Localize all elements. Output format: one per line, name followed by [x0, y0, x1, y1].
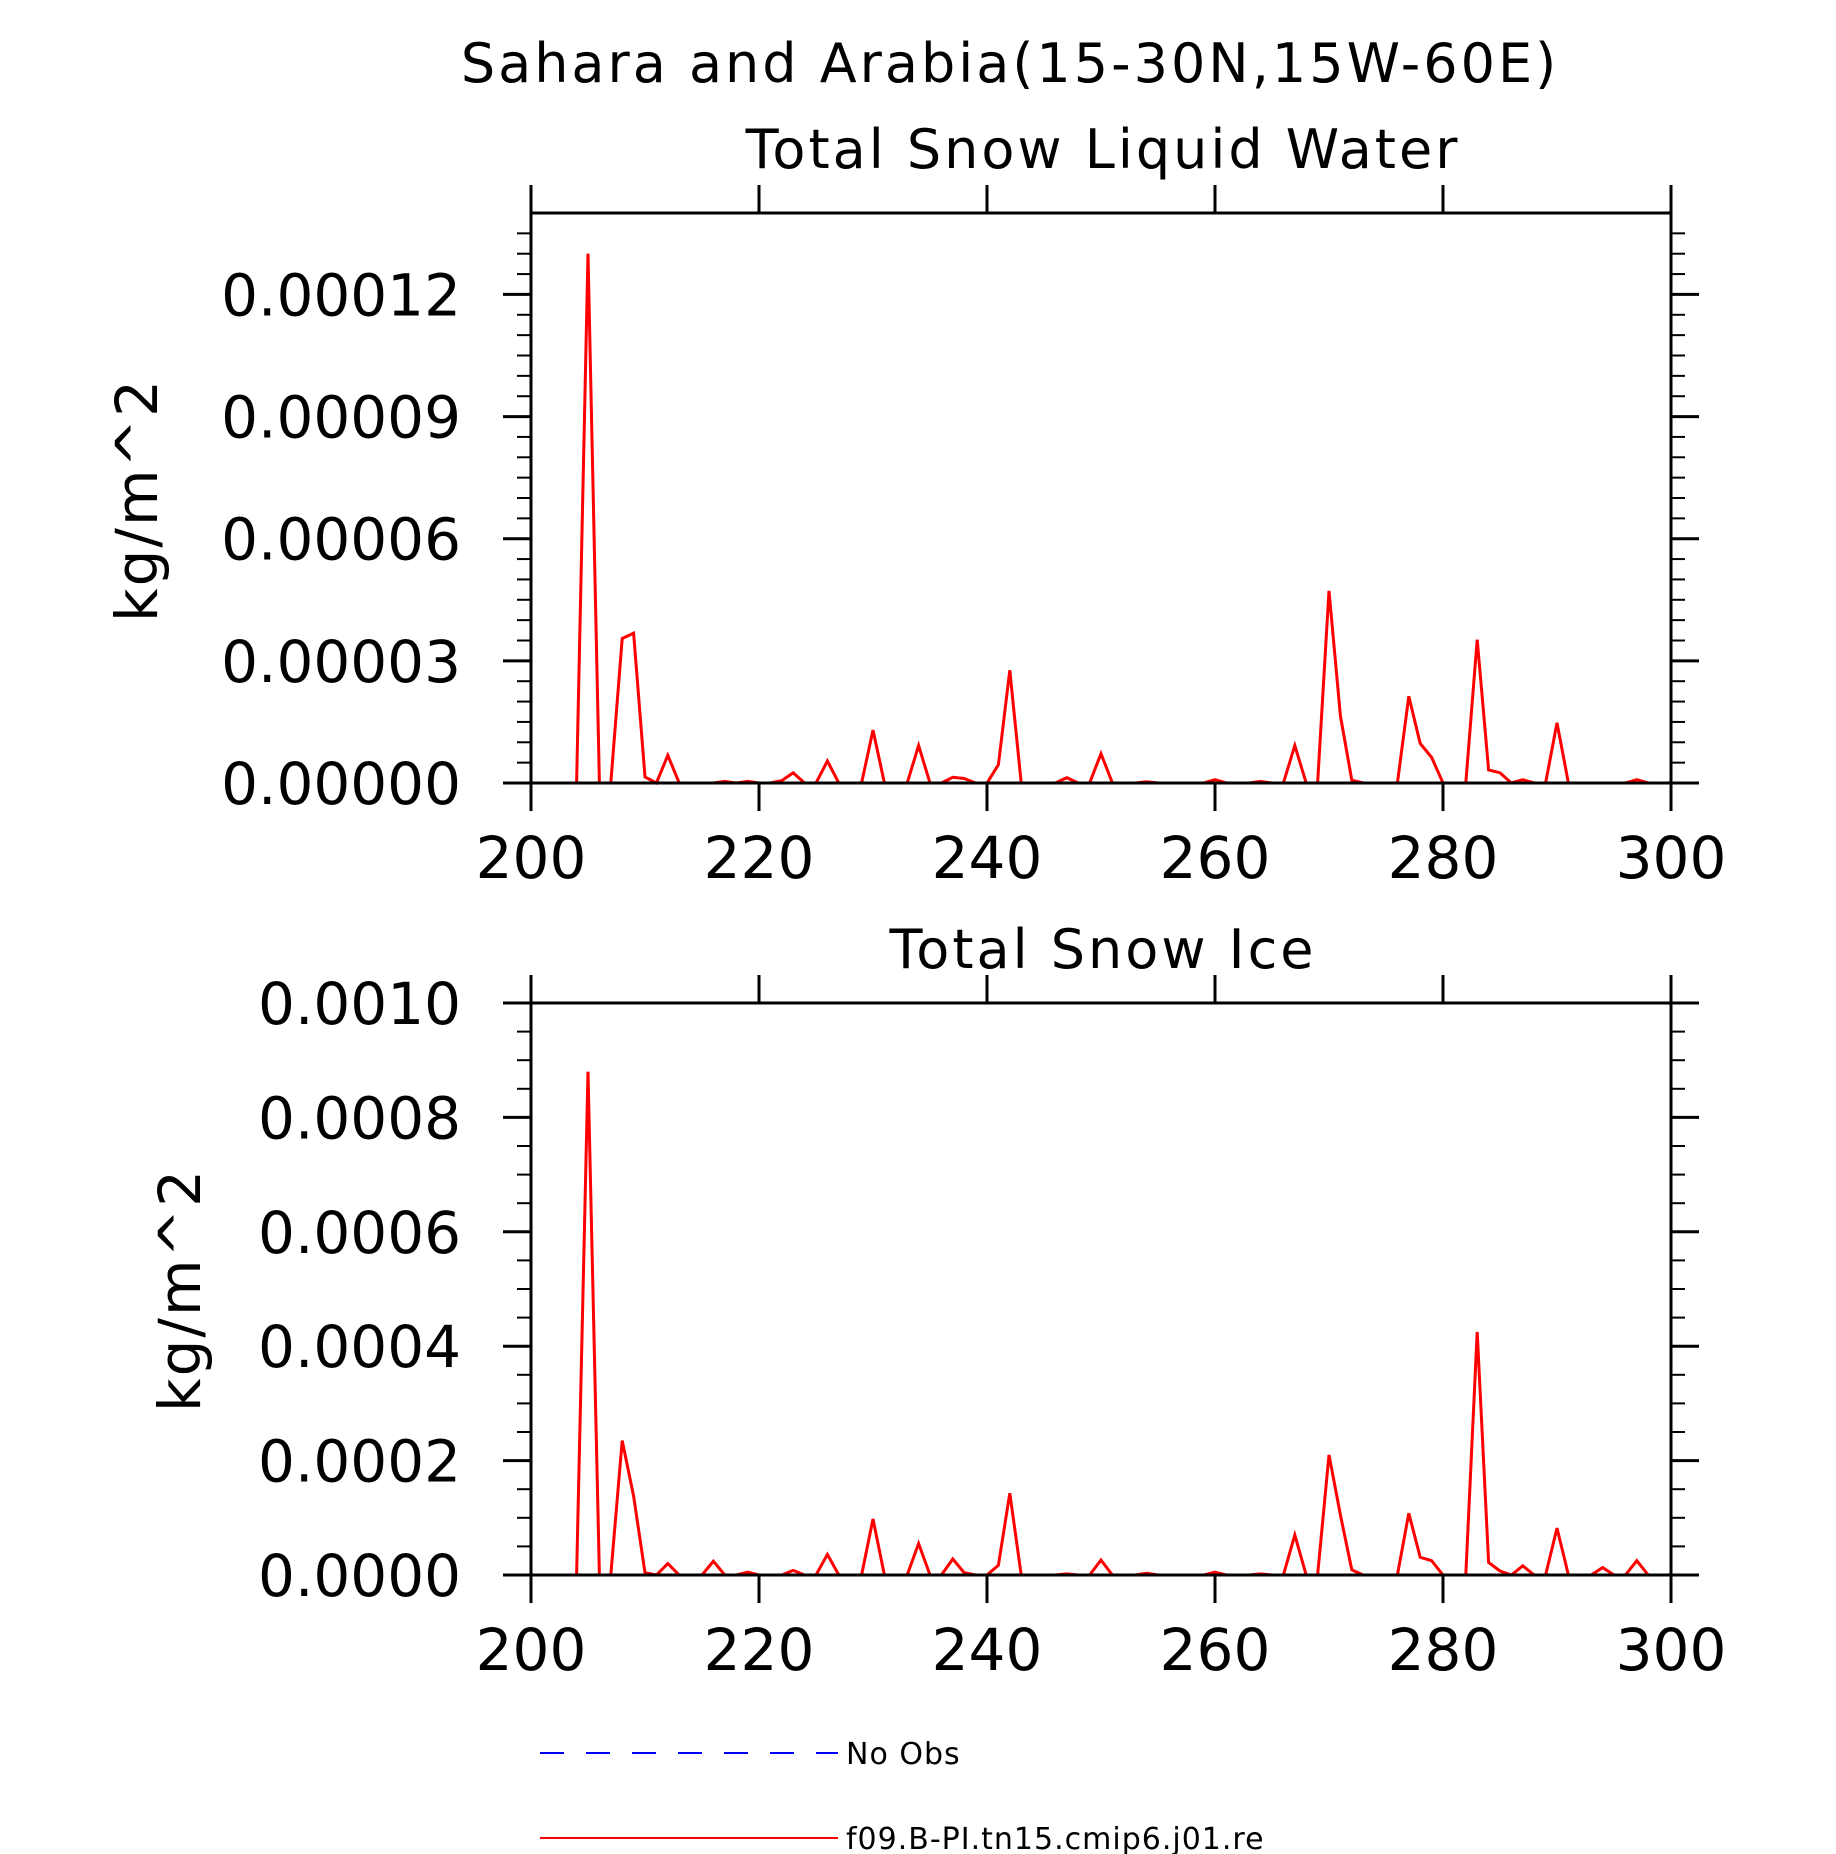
- x-tick-label: 240: [932, 1616, 1043, 1684]
- x-tick-label: 200: [476, 824, 587, 892]
- panel-snow-ice: Total Snow Ice kg/m^2 200 220 240 260 280 300…: [146, 918, 1726, 1684]
- x-tick-label: 260: [1160, 1616, 1271, 1684]
- figure-title: Sahara and Arabia(15-30N,15W-60E): [461, 32, 1559, 95]
- y-tick-label: 0.0000: [258, 1542, 461, 1610]
- panel-snow-liquid-water: Total Snow Liquid Water kg/m^2 200 220 240…: [103, 118, 1726, 892]
- plot-frame: [529, 211, 1673, 785]
- y-tick-label: 0.00006: [221, 506, 461, 574]
- y-axis-label: kg/m^2: [146, 1168, 214, 1412]
- legend: No Obs f09.B-PI.tn15.cmip6.j01.re: [540, 1737, 1265, 1854]
- legend-label-model: f09.B-PI.tn15.cmip6.j01.re: [846, 1822, 1265, 1854]
- x-tick-label: 220: [704, 824, 815, 892]
- series-line: [531, 253, 1660, 786]
- y-tick-label: 0.0006: [258, 1199, 461, 1267]
- y-axis-label: kg/m^2: [103, 378, 171, 622]
- panel-title: Total Snow Liquid Water: [745, 118, 1461, 181]
- y-tick-label: 0.0002: [258, 1428, 461, 1496]
- x-tick-label: 300: [1616, 824, 1727, 892]
- x-tick-label: 300: [1616, 1616, 1727, 1684]
- y-tick-label: 0.0010: [258, 970, 461, 1038]
- x-tick-label: 260: [1160, 824, 1271, 892]
- x-tick-label: 280: [1388, 1616, 1499, 1684]
- x-tick-label: 220: [704, 1616, 815, 1684]
- series-line: [531, 1071, 1660, 1577]
- y-tick-label: 0.0008: [258, 1084, 461, 1152]
- y-tick-label: 0.0004: [258, 1313, 461, 1381]
- x-tick-label: 280: [1388, 824, 1499, 892]
- y-tick-label: 0.00000: [221, 750, 461, 818]
- x-tick-label: 200: [476, 1616, 587, 1684]
- x-tick-label: 240: [932, 824, 1043, 892]
- y-tick-label: 0.00012: [221, 261, 461, 329]
- plot-frame: [529, 1001, 1673, 1577]
- y-tick-label: 0.00003: [221, 628, 461, 696]
- legend-label-no-obs: No Obs: [846, 1737, 961, 1772]
- y-tick-label: 0.00009: [221, 384, 461, 452]
- panel-title: Total Snow Ice: [889, 918, 1317, 981]
